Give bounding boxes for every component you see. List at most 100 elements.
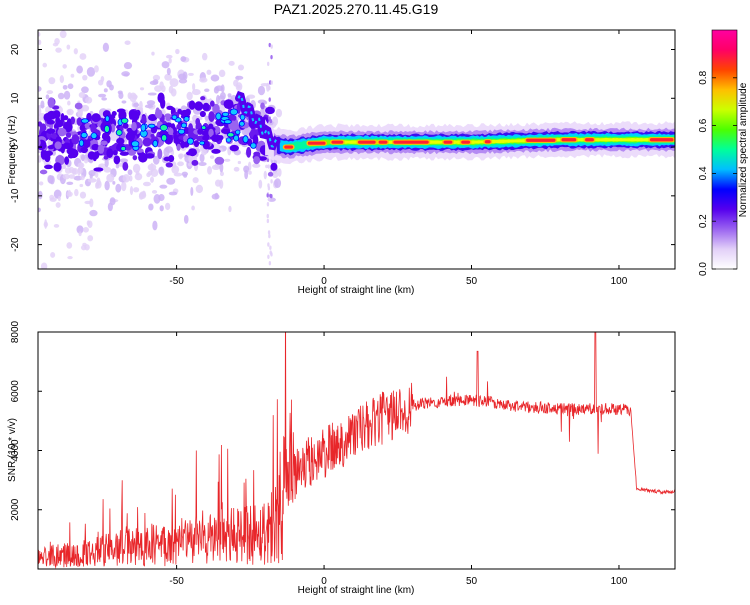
- spectral-blob: [165, 54, 173, 59]
- spectral-blob: [76, 117, 83, 126]
- spectral-blob: [269, 250, 272, 255]
- spectral-blob: [132, 163, 141, 174]
- colorbar-tick-label: 0.0: [698, 262, 709, 276]
- spectral-blob: [197, 128, 204, 135]
- spectral-blob: [90, 132, 98, 140]
- spectral-blob: [152, 155, 160, 165]
- spectrogram-xtick-label: 0: [321, 276, 327, 287]
- spectral-blob: [166, 105, 174, 111]
- spectral-blob: [100, 76, 105, 83]
- snr-ytick-label: 6000: [10, 380, 21, 403]
- spectral-blob: [66, 191, 73, 197]
- spectrogram-xtick-label: -50: [169, 276, 184, 287]
- spectral-blob: [152, 139, 159, 148]
- spectral-blob: [168, 154, 175, 163]
- spectral-blob: [172, 129, 178, 135]
- spectral-blob: [151, 51, 155, 56]
- spectral-blob: [122, 122, 129, 129]
- spectral-blob: [142, 181, 151, 187]
- spectral-blob: [84, 200, 92, 205]
- colorbar-frame: [711, 29, 738, 270]
- spectral-blob: [66, 147, 75, 155]
- spectral-blob: [212, 103, 220, 114]
- spectrogram-ylabel: Frequency (Hz): [7, 116, 18, 185]
- spectral-blob: [267, 242, 270, 247]
- spectral-blob: [253, 151, 261, 157]
- spectral-blob: [199, 110, 206, 118]
- spectral-blob: [277, 168, 282, 177]
- spectral-blob: [66, 118, 72, 127]
- spectral-blob: [177, 153, 184, 159]
- spectral-blob: [225, 137, 232, 143]
- spectral-blob: [247, 94, 256, 99]
- spectral-blob: [115, 183, 122, 193]
- spectral-blob: [55, 202, 61, 208]
- spectral-blob: [180, 122, 187, 129]
- spectral-blob: [200, 96, 206, 101]
- spectral-blob: [270, 162, 278, 171]
- spectral-blob: [127, 169, 133, 176]
- spectral-blob: [201, 130, 209, 137]
- spectral-blob: [237, 64, 245, 71]
- spectral-blob: [43, 221, 49, 228]
- spectral-blob: [177, 161, 184, 167]
- spectral-blob: [218, 69, 226, 78]
- spectral-blob: [38, 106, 42, 117]
- spectral-blob: [194, 101, 204, 111]
- spectral-blob: [40, 100, 45, 109]
- spectral-blob: [186, 137, 194, 145]
- snr-xtick-label: 0: [321, 576, 327, 587]
- spectral-blob: [268, 85, 271, 91]
- spectral-blob: [266, 193, 269, 198]
- spectral-blob: [38, 32, 41, 37]
- spectral-blob: [180, 140, 186, 149]
- spectral-blob: [221, 128, 231, 134]
- spectral-blob: [267, 196, 271, 202]
- spectral-blob: [87, 220, 93, 228]
- spectral-blob: [219, 179, 224, 189]
- spectral-blob: [219, 162, 224, 173]
- spectral-blob: [129, 186, 134, 196]
- spectral-blob: [166, 177, 176, 185]
- spectral-blob: [208, 128, 214, 137]
- spectral-blob: [169, 78, 179, 87]
- spectral-blob: [79, 53, 87, 60]
- spectral-blob: [221, 111, 230, 117]
- spectral-blob: [138, 192, 144, 200]
- spectral-blob: [238, 120, 245, 127]
- spectral-blob: [103, 88, 108, 93]
- spectral-blob: [176, 123, 182, 130]
- spectral-blob: [80, 132, 88, 139]
- spectral-blob: [201, 125, 207, 130]
- spectral-blob: [159, 184, 168, 189]
- spectral-blob: [127, 131, 135, 136]
- spectral-blob: [202, 102, 210, 111]
- ridge-hot-segment: [585, 138, 594, 142]
- spectral-blob: [38, 181, 44, 186]
- spectral-blob: [233, 166, 240, 172]
- spectral-blob: [250, 142, 257, 149]
- spectral-blob: [62, 173, 70, 180]
- snr-xtick-label: -50: [169, 576, 184, 587]
- spectral-blob: [271, 171, 279, 179]
- spectral-blob: [102, 42, 110, 52]
- spectral-blob: [79, 124, 86, 132]
- spectral-blob: [198, 161, 207, 166]
- spectral-blob: [266, 202, 270, 207]
- spectral-blob: [191, 205, 195, 211]
- spectral-blob: [55, 119, 64, 128]
- spectral-blob: [89, 198, 94, 208]
- spectral-blob: [82, 74, 88, 81]
- spectral-blob: [45, 94, 50, 100]
- spectral-blob: [266, 61, 270, 67]
- spectral-blob: [87, 178, 97, 183]
- spectral-blob: [192, 83, 196, 91]
- spectral-blob: [97, 144, 105, 154]
- spectral-blob: [64, 156, 70, 165]
- spectral-blob: [54, 141, 62, 150]
- spectral-blob: [46, 90, 54, 95]
- spectral-blob: [119, 158, 128, 163]
- spectral-blob: [40, 262, 48, 269]
- spectral-blob: [210, 74, 220, 82]
